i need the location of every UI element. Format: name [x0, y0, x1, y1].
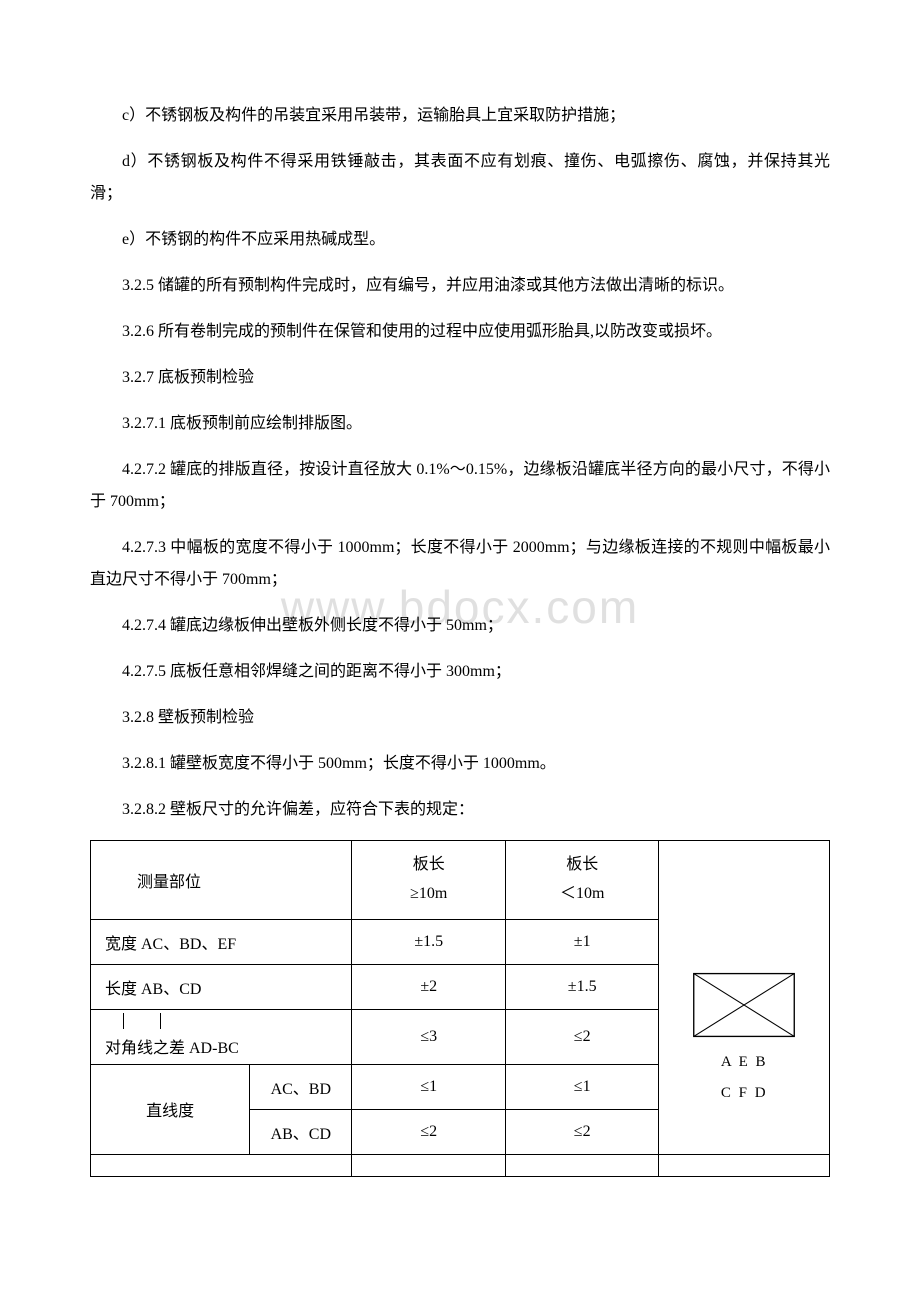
paragraph: d）不锈钢板及构件不得采用铁锤敲击，其表面不应有划痕、撞伤、电弧擦伤、腐蚀，并保… [90, 146, 830, 210]
paragraph: 3.2.5 储罐的所有预制构件完成时，应有编号，并应用油漆或其他方法做出清晰的标… [90, 270, 830, 302]
empty-cell [659, 1154, 830, 1176]
paragraph: e）不锈钢的构件不应采用热碱成型。 [90, 224, 830, 256]
cell-sub-label: AB、CD [250, 1109, 352, 1154]
table-header-row: 测量部位 板长 ≥10m 板长 ＜10m [91, 841, 830, 920]
empty-cell [352, 1154, 505, 1176]
paragraph: 4.2.7.5 底板任意相邻焊缝之间的距离不得小于 300mm； [90, 656, 830, 688]
cell-value: ±1 [505, 919, 658, 964]
cell-value: ≤2 [505, 1109, 658, 1154]
paragraph: 4.2.7.3 中幅板的宽度不得小于 1000mm；长度不得小于 2000mm；… [90, 532, 830, 596]
diagram-label-bottom: C F D [721, 1085, 768, 1102]
header-col2: 板长 ＜10m [505, 841, 658, 920]
diagram-cell-top [659, 841, 830, 920]
empty-cell [91, 1154, 352, 1176]
paragraph: 3.2.7.1 底板预制前应绘制排版图。 [90, 408, 830, 440]
cell-value: ±2 [352, 964, 505, 1009]
cell-group-label: 直线度 [91, 1064, 250, 1154]
diagram-cell: A E B C F D [659, 919, 830, 1154]
header-col1: 板长 ≥10m [352, 841, 505, 920]
cell-label-text: 对角线之差 AD-BC [105, 1034, 343, 1058]
table-row: 宽度 AC、BD、EF ±1.5 ±1 A E B C F D [91, 919, 830, 964]
paragraph: 4.2.7.2 罐底的排版直径，按设计直径放大 0.1%～0.15%，边缘板沿罐… [90, 454, 830, 518]
paragraph: 4.2.7.4 罐底边缘板伸出壁板外侧长度不得小于 50mm； [90, 610, 830, 642]
tolerance-table: 测量部位 板长 ≥10m 板长 ＜10m 宽度 AC、BD、EF ±1.5 ±1 [90, 840, 830, 1177]
cell-value: ≤1 [505, 1064, 658, 1109]
cell-value: ≤2 [505, 1009, 658, 1064]
cell-sub-label: AC、BD [250, 1064, 352, 1109]
paragraph: 3.2.7 底板预制检验 [90, 362, 830, 394]
header-measure-text: 测量部位 [105, 868, 343, 892]
cell-label-diag: 对角线之差 AD-BC [91, 1009, 352, 1064]
paragraph: 3.2.8 壁板预制检验 [90, 702, 830, 734]
diagram-wrap: A E B C F D [667, 970, 821, 1102]
paragraph: c）不锈钢板及构件的吊装宜采用吊装带，运输胎具上宜采取防护措施； [90, 100, 830, 132]
diagram-label-top: A E B [721, 1054, 768, 1071]
table-row-empty [91, 1154, 830, 1176]
cell-label: 长度 AB、CD [91, 964, 352, 1009]
paragraph: 3.2.8.1 罐壁板宽度不得小于 500mm；长度不得小于 1000mm。 [90, 748, 830, 780]
header-col1-line2: ≥10m [360, 880, 496, 909]
header-measure: 测量部位 [91, 841, 352, 920]
cell-value: ≤1 [352, 1064, 505, 1109]
cell-value: ≤2 [352, 1109, 505, 1154]
header-col2-line2: ＜10m [514, 880, 650, 909]
rectangle-diagram-icon [689, 970, 799, 1040]
document-body: c）不锈钢板及构件的吊装宜采用吊装带，运输胎具上宜采取防护措施； d）不锈钢板及… [90, 100, 830, 1177]
paragraph: 3.2.6 所有卷制完成的预制件在保管和使用的过程中应使用弧形胎具,以防改变或损… [90, 316, 830, 348]
cell-value: ±1.5 [505, 964, 658, 1009]
empty-cell [505, 1154, 658, 1176]
abs-bars-icon [105, 1012, 343, 1030]
header-col2-line1: 板长 [514, 851, 650, 880]
header-col1-line1: 板长 [360, 851, 496, 880]
cell-label: 宽度 AC、BD、EF [91, 919, 352, 964]
cell-value: ±1.5 [352, 919, 505, 964]
paragraph: 3.2.8.2 壁板尺寸的允许偏差，应符合下表的规定： [90, 794, 830, 826]
cell-value: ≤3 [352, 1009, 505, 1064]
